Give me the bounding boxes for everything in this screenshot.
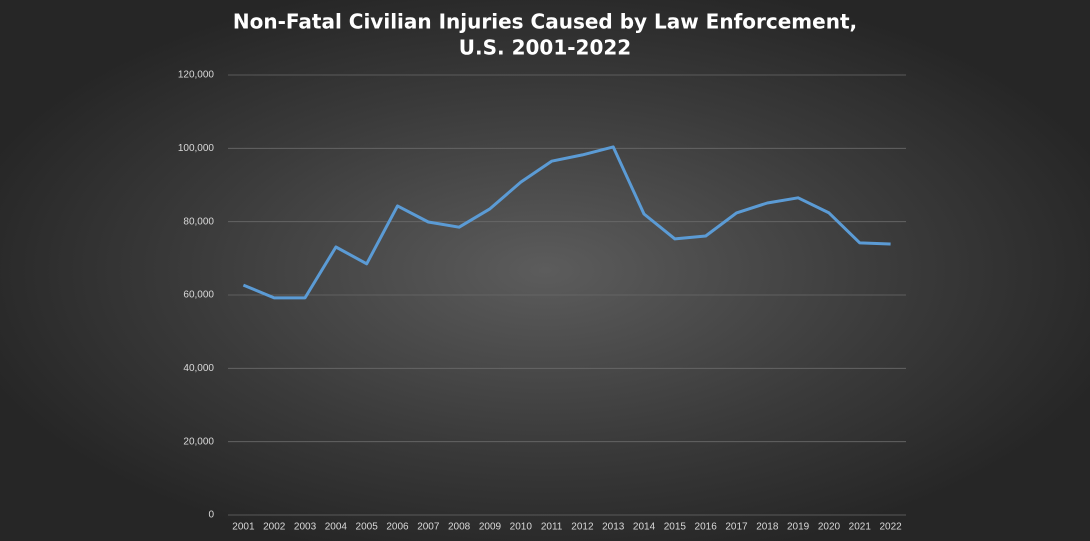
chart-title: Non-Fatal Civilian Injuries Caused by La… [233, 10, 857, 34]
x-tick-label: 2015 [664, 522, 687, 533]
x-tick-label: 2003 [294, 522, 317, 533]
x-tick-label: 2008 [448, 522, 471, 533]
x-tick-label: 2011 [541, 522, 563, 533]
x-tick-label: 2022 [879, 522, 902, 533]
x-tick-label: 2020 [818, 522, 841, 533]
x-tick-label: 2002 [263, 522, 286, 533]
y-tick-label: 40,000 [183, 363, 214, 374]
y-tick-label: 20,000 [183, 436, 214, 447]
x-tick-label: 2013 [602, 522, 625, 533]
x-tick-label: 2012 [571, 522, 594, 533]
x-tick-label: 2014 [633, 522, 656, 533]
x-tick-label: 2021 [849, 522, 872, 533]
chart-title: U.S. 2001-2022 [459, 36, 631, 60]
data-line [242, 145, 891, 300]
y-tick-label: 120,000 [178, 70, 215, 81]
y-tick-label: 80,000 [183, 216, 214, 227]
y-tick-label: 60,000 [183, 290, 214, 301]
x-tick-label: 2017 [725, 522, 748, 533]
y-tick-label: 100,000 [178, 143, 215, 154]
x-tick-label: 2004 [325, 522, 348, 533]
x-tick-label: 2006 [386, 522, 409, 533]
x-tick-label: 2001 [232, 522, 255, 533]
x-tick-label: 2007 [417, 522, 440, 533]
x-tick-label: 2010 [510, 522, 533, 533]
x-tick-label: 2018 [756, 522, 779, 533]
x-tick-label: 2016 [695, 522, 718, 533]
x-tick-label: 2019 [787, 522, 810, 533]
x-tick-label: 2009 [479, 522, 502, 533]
x-tick-label: 2005 [356, 522, 379, 533]
y-tick-label: 0 [208, 510, 214, 521]
